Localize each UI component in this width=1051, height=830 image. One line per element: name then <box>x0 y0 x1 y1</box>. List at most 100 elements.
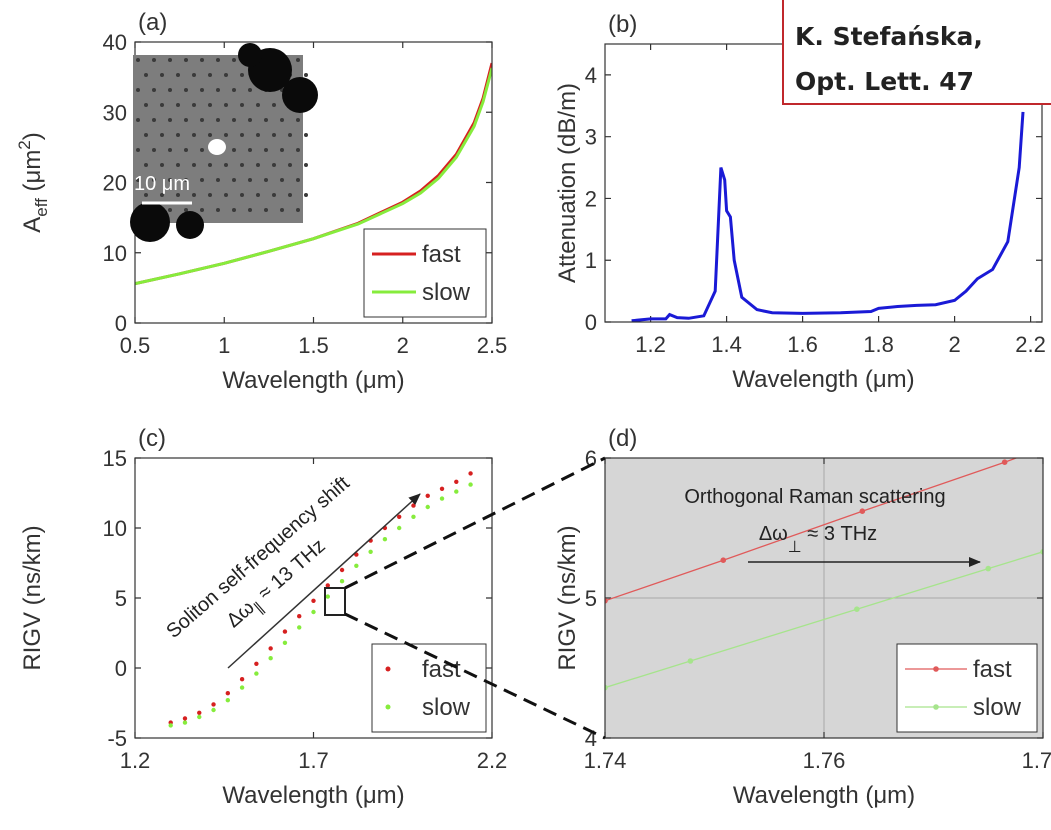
marker <box>859 508 866 514</box>
x-tick-label: 2 <box>948 332 960 357</box>
x-axis-label: Wavelength (μm) <box>733 782 915 809</box>
y-axis-label: RIGV (ns/km) <box>19 525 46 670</box>
x-axis-label: Wavelength (μm) <box>222 782 404 809</box>
legend-box <box>363 228 487 318</box>
point <box>468 482 473 487</box>
annotation-part: Δω <box>759 523 788 545</box>
plot-area <box>631 111 1025 322</box>
point <box>297 614 302 619</box>
legend-label: slow <box>422 694 471 721</box>
y-tick-label: 15 <box>103 446 127 471</box>
x-tick-label: 1.76 <box>803 748 846 773</box>
point <box>254 671 259 676</box>
x-tick-label: 1 <box>218 333 230 358</box>
x-tick-label: 1.7 <box>298 748 329 773</box>
point <box>239 685 245 690</box>
legend-label: fast <box>422 241 461 268</box>
panel-label: (c) <box>138 425 166 452</box>
plot-area <box>168 471 473 728</box>
x-tick-label: 1.2 <box>635 332 666 357</box>
axes-box <box>604 457 1044 739</box>
connector <box>344 456 606 590</box>
citation: K. Stefańska, Opt. Lett. 47 <box>782 0 1051 105</box>
point <box>382 537 388 542</box>
x-tick-label: 1.6 <box>787 332 818 357</box>
point <box>282 640 288 645</box>
y-tick-label: 1 <box>585 248 597 273</box>
legend-label: fast <box>422 656 461 683</box>
x-tick-label: 0.5 <box>120 333 151 358</box>
x-axis-label: Wavelength (μm) <box>732 366 914 393</box>
marker <box>854 606 860 612</box>
x-tick-label: 2.2 <box>1015 332 1046 357</box>
y-tick-label: 2 <box>585 186 597 211</box>
point <box>454 479 459 484</box>
legend-label: slow <box>422 279 471 306</box>
y-tick-label: -5 <box>107 726 127 751</box>
y-tick-label: 0 <box>115 656 127 681</box>
point <box>197 714 202 720</box>
marker <box>605 684 608 691</box>
point <box>468 471 473 476</box>
point <box>297 625 302 630</box>
y-axis-label-part: A <box>19 217 46 233</box>
y-axis-label: Attenuation (dB/m) <box>554 83 581 283</box>
point <box>311 598 316 603</box>
panel-label: (b) <box>608 11 637 38</box>
point <box>339 567 345 573</box>
panel-label: (d) <box>608 425 637 452</box>
connector <box>344 612 606 740</box>
point <box>168 723 173 728</box>
x-tick-label: 1.8 <box>863 332 894 357</box>
y-tick-label: 0 <box>115 311 127 336</box>
x-tick-label: 1.5 <box>298 333 329 358</box>
point <box>311 609 316 615</box>
point <box>268 646 273 651</box>
y-tick-label: 4 <box>585 63 597 88</box>
x-tick-label: 1.2 <box>120 748 151 773</box>
y-axis-label: RIGV (ns/km) <box>554 525 581 670</box>
series-line <box>631 111 1025 322</box>
y-tick-label: 20 <box>103 171 127 196</box>
point <box>425 504 430 510</box>
citation-line: Opt. Lett. 47 <box>795 67 974 96</box>
x-tick-label: 2.2 <box>477 748 508 773</box>
axes-box <box>134 457 493 739</box>
marker <box>1040 549 1043 555</box>
point <box>439 486 445 491</box>
y-tick-label: 30 <box>103 100 127 125</box>
annotation: Δω⊥ ≈ 3 THz <box>759 523 877 556</box>
x-tick-label: 1.74 <box>584 748 627 773</box>
legend-swatch <box>385 666 391 672</box>
inset-image: 10 μm <box>130 43 318 242</box>
point <box>425 493 430 498</box>
y-axis-label: Aeff (μm2) <box>15 132 51 233</box>
point <box>182 716 188 721</box>
point <box>396 525 402 531</box>
series-line <box>135 67 492 286</box>
point <box>225 698 231 703</box>
point <box>411 514 416 519</box>
y-tick-label: 5 <box>585 586 597 611</box>
point <box>225 691 231 696</box>
point <box>197 710 202 715</box>
y-axis-label-part: ) <box>19 132 46 140</box>
arrow <box>227 493 421 669</box>
marker <box>985 565 992 572</box>
plot-area <box>135 62 492 286</box>
y-axis-label-part: eff <box>32 198 51 217</box>
y-axis-label-part: 2 <box>15 140 34 149</box>
point <box>211 702 216 707</box>
y-tick-label: 40 <box>103 30 127 55</box>
citation-line: K. Stefańska, <box>795 22 983 51</box>
x-tick-label: 2.5 <box>477 333 508 358</box>
marker <box>1001 459 1008 466</box>
legend-swatch <box>933 666 939 672</box>
y-axis-label-part: (μm <box>19 150 46 198</box>
point <box>396 514 402 519</box>
marker <box>1040 445 1046 451</box>
x-axis-label: Wavelength (μm) <box>222 367 404 394</box>
plot-area <box>605 445 1046 691</box>
